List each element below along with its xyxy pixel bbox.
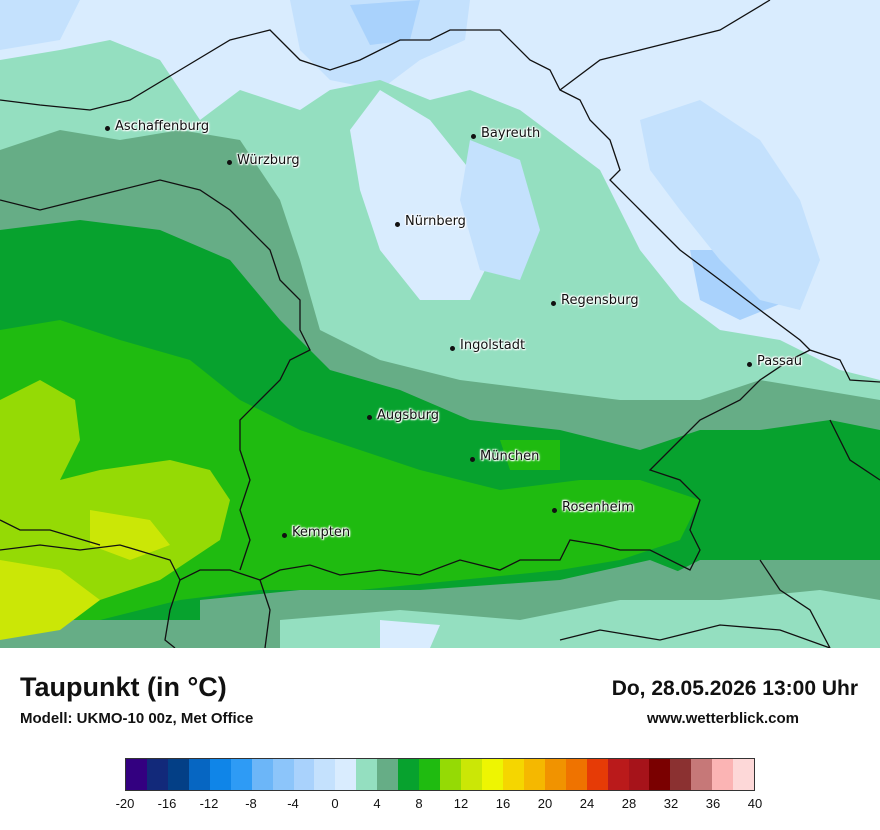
legend-swatch: [146, 759, 168, 790]
field-blue-oberpfalz: [460, 140, 540, 280]
legend-swatch: [481, 759, 503, 790]
city-label: Ingolstadt: [460, 338, 526, 353]
city-dot: [105, 126, 110, 131]
legend-swatch: [230, 759, 252, 790]
legend-tick-label: 16: [495, 796, 511, 811]
field-cold-core: [350, 0, 420, 45]
city-label: Kempten: [292, 525, 351, 540]
legend-tick-label: 24: [579, 796, 595, 811]
legend-swatch: [670, 759, 692, 790]
legend-swatch: [398, 759, 420, 790]
city-label: Nürnberg: [405, 214, 466, 229]
legend-swatch: [502, 759, 524, 790]
legend-swatch: [272, 759, 294, 790]
border-lake-constance: [0, 519, 101, 546]
legend-swatch: [188, 759, 210, 790]
city-dot: [450, 346, 455, 351]
border-tyrol-west: [259, 579, 271, 648]
legend-swatch: [293, 759, 315, 790]
legend-swatch: [356, 759, 378, 790]
legend-swatch: [126, 759, 147, 790]
border-upper-austria: [829, 419, 880, 481]
field-yellow-green: [90, 510, 170, 560]
legend-swatch: [251, 759, 273, 790]
legend-swatch: [335, 759, 357, 790]
legend-tick-label: -16: [157, 796, 177, 811]
city-dot: [552, 508, 557, 513]
legend-swatch: [628, 759, 650, 790]
legend-swatch: [607, 759, 629, 790]
legend-tick-label: 32: [663, 796, 679, 811]
border-salzburg: [759, 559, 831, 648]
city-dot: [470, 457, 475, 462]
map-canvas: [0, 0, 880, 648]
legend-tick-label: 12: [453, 796, 469, 811]
city-label: Augsburg: [377, 408, 440, 423]
forecast-datetime: Do, 28.05.2026 13:00 Uhr: [611, 677, 858, 700]
field-bright-green-munich: [500, 440, 560, 470]
legend-ticks: -20 -16 -12 -8 -4 0 4 8 12 16 20 24 28 32 36 40: [0, 796, 880, 814]
legend-tick-label: -4: [287, 796, 299, 811]
website-link[interactable]: www.wetterblick.com: [647, 710, 799, 727]
city-dot: [282, 533, 287, 538]
legend-tick-label: 8: [415, 796, 423, 811]
legend-swatch: [440, 759, 461, 790]
legend-tick-label: 0: [331, 796, 339, 811]
border-vorarlberg: [164, 579, 181, 648]
city-dot: [395, 222, 400, 227]
legend-swatch: [565, 759, 587, 790]
city-label: Bayreuth: [481, 126, 541, 141]
legend-tick-label: -12: [199, 796, 219, 811]
legend-tick-label: -20: [115, 796, 135, 811]
legend-tick-label: 36: [705, 796, 721, 811]
legend-tick-label: 40: [747, 796, 763, 811]
field-blue-franconia: [350, 90, 500, 300]
city-dot: [227, 160, 232, 165]
city-label: Passau: [757, 354, 802, 369]
field-yellow-green-sw: [0, 560, 100, 640]
border-tyrol-south: [559, 624, 831, 648]
city-label: Regensburg: [561, 293, 639, 308]
legend-swatch: [649, 759, 671, 790]
legend-swatch: [523, 759, 545, 790]
city-label: Aschaffenburg: [115, 119, 210, 134]
legend-swatch: [209, 759, 231, 790]
field-alpine-blue: [380, 620, 440, 648]
legend-tick-label: 4: [373, 796, 381, 811]
legend-swatch: [461, 759, 482, 790]
legend-tick-label: 28: [621, 796, 637, 811]
legend-swatch: [314, 759, 336, 790]
city-label: Rosenheim: [562, 500, 634, 515]
color-legend: [125, 758, 755, 791]
dewpoint-map: [0, 0, 880, 648]
city-dot: [471, 134, 476, 139]
legend-swatch: [167, 759, 189, 790]
field-cold-nw: [0, 0, 80, 50]
legend-tick-label: -8: [245, 796, 257, 811]
city-label: Würzburg: [237, 153, 300, 168]
border-saxony-czech: [559, 0, 771, 91]
field-lime: [0, 380, 230, 620]
legend-tick-label: 20: [537, 796, 553, 811]
border-alps: [0, 349, 811, 581]
legend-swatch: [691, 759, 713, 790]
city-dot: [747, 362, 752, 367]
legend-swatch: [733, 759, 755, 790]
legend-swatch: [586, 759, 608, 790]
legend-swatch: [419, 759, 441, 790]
legend-swatch: [544, 759, 566, 790]
city-label: München: [480, 449, 540, 464]
map-title: Taupunkt (in °C): [20, 672, 227, 702]
legend-swatch: [712, 759, 734, 790]
field-cold-north: [290, 0, 470, 90]
city-dot: [367, 415, 372, 420]
model-credit: Modell: UKMO-10 00z, Met Office: [20, 710, 254, 727]
legend-swatch: [377, 759, 399, 790]
field-blue-czech-core: [640, 100, 820, 310]
border-bw-bavaria: [0, 179, 311, 571]
border-bavaria-north: [0, 29, 880, 383]
city-dot: [551, 301, 556, 306]
